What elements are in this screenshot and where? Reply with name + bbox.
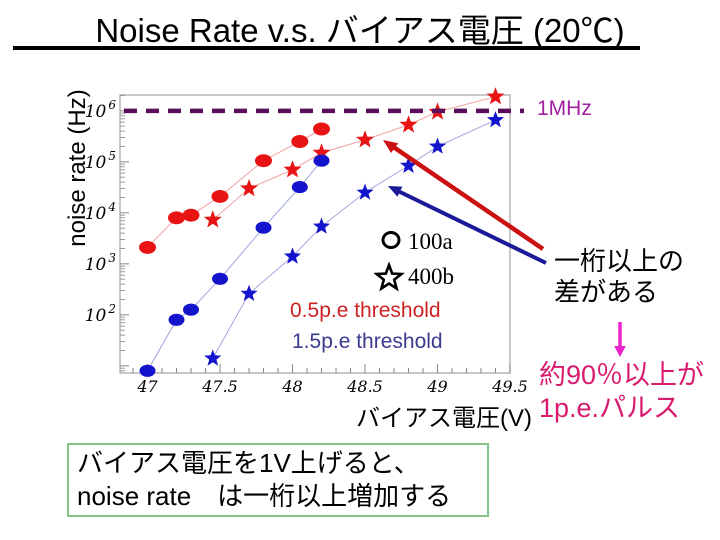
x-tick-label: 48: [281, 377, 302, 396]
slide-title: Noise Rate v.s. バイアス電圧 (20℃): [95, 12, 625, 49]
y-axis-label: noise rate (Hz): [64, 89, 91, 247]
data-point-circle: [212, 272, 228, 285]
series-400b-1-5p-e-threshold: [204, 111, 505, 366]
legend-label-100a: 100a: [408, 229, 453, 254]
data-point-circle: [139, 240, 156, 254]
data-point-circle: [168, 313, 185, 326]
x-tick-label: 49.5: [491, 377, 528, 396]
legend-label-15pe-threshold: 1.5p.e threshold: [292, 330, 443, 353]
blue-annotation-arrowhead: [388, 186, 403, 197]
y-tick-label: 10 2: [85, 302, 116, 326]
data-point-star: [356, 183, 374, 200]
pulse-annotation: 約90％以上が 1p.e.パルス: [539, 359, 704, 425]
reference-line-label: 1MHz: [537, 97, 592, 120]
data-point-star: [486, 111, 505, 128]
data-point-circle: [313, 154, 330, 167]
series-400b-0-5p-e-threshold: [203, 87, 505, 228]
data-point-circle: [211, 189, 229, 203]
title-underline: [13, 46, 640, 50]
series-line: [212, 119, 496, 359]
series-line: [212, 96, 496, 221]
x-tick-label: 47.5: [201, 377, 238, 396]
plot-frame: [119, 94, 511, 374]
conclusion-line1: バイアス電圧を1V上げると、: [77, 448, 420, 478]
x-tick-label: 48.5: [346, 377, 383, 396]
data-point-circle: [313, 122, 330, 136]
gap-annotation-line2: 差がある: [554, 277, 659, 307]
data-point-star: [399, 115, 418, 133]
data-point-circle: [168, 211, 185, 225]
data-point-star: [356, 130, 375, 148]
data-point-circle: [255, 154, 272, 168]
legend-label-400b: 400b: [408, 264, 454, 289]
data-point-star: [313, 217, 331, 234]
data-point-star: [240, 284, 258, 301]
data-point-circle: [183, 303, 199, 316]
open-circle-marker-icon: [380, 230, 404, 252]
x-axis: 47 47.5 48 48.5 49 49.5: [132, 364, 528, 396]
pulse-annotation-line2: 1p.e.パルス: [539, 393, 681, 423]
data-point-circle: [182, 208, 200, 222]
y-tick-label: 10 5: [85, 149, 116, 173]
red-annotation-arrow: [390, 144, 545, 251]
data-point-star: [312, 143, 331, 161]
blue-annotation-arrow: [396, 188, 547, 265]
gap-annotation-line1: 一桁以上の: [554, 246, 685, 276]
gap-annotation: 一桁以上の 差がある: [554, 246, 684, 308]
pulse-annotation-line1: 約90％以上が: [539, 360, 705, 390]
data-point-star: [486, 87, 505, 105]
data-point-star: [400, 156, 418, 173]
series-100a-0-5p-e-threshold: [139, 122, 330, 254]
data-point-star: [203, 210, 222, 228]
legend-label-05pe-threshold: 0.5p.e threshold: [290, 299, 441, 322]
x-tick-label: 47: [136, 377, 158, 396]
y-tick-label: 10 6: [85, 98, 117, 122]
data-point-circle: [291, 135, 309, 148]
data-point-circle: [255, 221, 272, 234]
series-100a-1-5p-e-threshold: [139, 154, 330, 377]
data-point-star: [284, 247, 302, 264]
x-tick-label: 49: [426, 377, 447, 396]
annotation-arrows: [383, 140, 626, 357]
data-point-star: [283, 160, 302, 178]
open-star-marker-icon: [373, 261, 406, 294]
data-point-circle: [139, 364, 156, 377]
x-axis-label: バイアス電圧(V): [356, 405, 532, 432]
data-point-circle: [291, 181, 308, 194]
magenta-down-arrowhead: [614, 346, 626, 357]
data-point-star: [204, 349, 222, 366]
conclusion-line2: noise rate は一桁以上増加する: [77, 481, 452, 511]
y-tick-label: 10 4: [85, 200, 116, 224]
conclusion-box: バイアス電圧を1V上げると、 noise rate は一桁以上増加する: [67, 443, 489, 517]
data-point-star: [428, 137, 447, 154]
y-tick-label: 10 3: [85, 251, 117, 275]
red-annotation-arrowhead: [383, 140, 399, 153]
data-point-star: [240, 179, 259, 197]
